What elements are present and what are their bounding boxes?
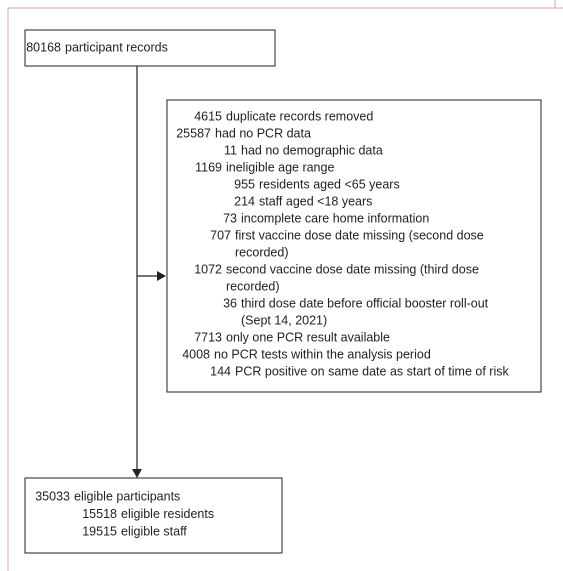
exclusion-box [166, 99, 542, 393]
label: eligible residents [121, 507, 214, 521]
count: 955 [234, 177, 255, 191]
label: ineligible age range [226, 160, 334, 174]
count: 4008 [182, 347, 210, 361]
count: 73 [223, 211, 237, 225]
result-box [24, 477, 283, 554]
label: eligible participants [74, 489, 180, 503]
label: eligible staff [121, 524, 187, 538]
count: 1169 [195, 160, 222, 174]
count: 19515 [82, 524, 117, 538]
label: had no PCR data [215, 126, 311, 140]
label: participant records [65, 40, 168, 54]
label: residents aged <65 years [259, 177, 400, 191]
label: had no demographic data [241, 143, 383, 157]
label: second vaccine dose date missing (third … [226, 262, 479, 276]
label-continuation: recorded) [226, 279, 280, 293]
label-continuation: (Sept 14, 2021) [241, 313, 327, 327]
count: 214 [234, 194, 255, 208]
count: 7713 [194, 330, 222, 344]
count: 1072 [194, 262, 222, 276]
label: duplicate records removed [226, 109, 373, 123]
label: incomplete care home information [241, 211, 429, 225]
count: 4615 [194, 109, 222, 123]
count: 25587 [176, 126, 211, 140]
count: 35033 [35, 489, 70, 503]
count: 144 [210, 364, 231, 378]
count: 11 [224, 143, 237, 157]
label: first vaccine dose date missing (second … [235, 228, 484, 242]
label: PCR positive on same date as start of ti… [235, 364, 509, 378]
label: no PCR tests within the analysis period [214, 347, 431, 361]
count: 36 [223, 296, 237, 310]
label: third dose date before official booster … [241, 296, 489, 310]
label-continuation: recorded) [235, 245, 289, 259]
count: 15518 [82, 507, 117, 521]
arrow-head [132, 469, 142, 478]
label: only one PCR result available [226, 330, 390, 344]
count: 80168 [26, 40, 61, 54]
start-box [24, 29, 276, 67]
arrow-head [157, 271, 166, 281]
label: staff aged <18 years [259, 194, 372, 208]
count: 707 [210, 228, 231, 242]
